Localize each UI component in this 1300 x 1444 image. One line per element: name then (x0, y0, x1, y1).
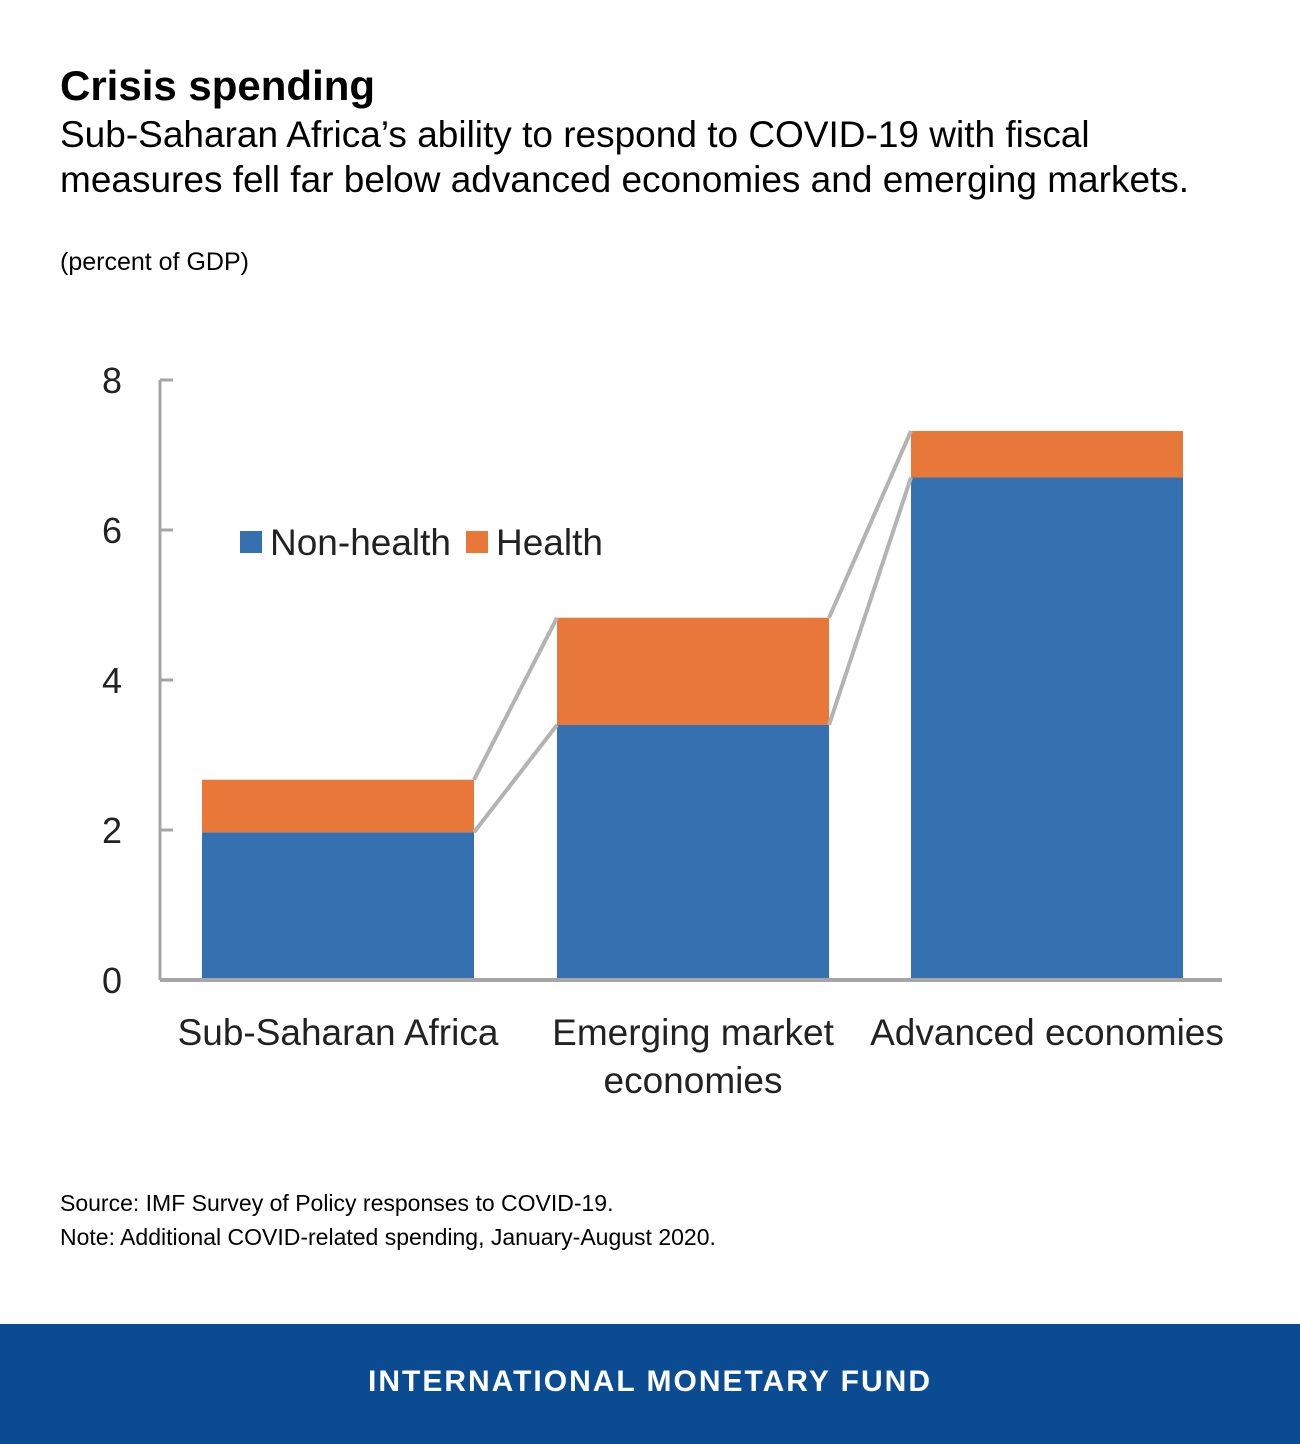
imf-brand-label: INTERNATIONAL MONETARY FUND (368, 1365, 932, 1398)
source-note: Source: IMF Survey of Policy responses t… (60, 1190, 614, 1216)
bar-health-1 (202, 779, 474, 833)
y-tick-label: 0 (102, 960, 122, 1001)
connector-line (472, 616, 559, 781)
y-tick-label: 6 (102, 510, 122, 551)
units-label: (percent of GDP) (60, 248, 249, 276)
bar-non-health-1 (202, 832, 474, 980)
bar-health-2 (557, 617, 829, 725)
x-category-label: Sub-Saharan Africa (178, 1012, 499, 1053)
stacked-bar-chart: 0 2 4 6 8 Sub-Saharan Africa Emerging market ec… (102, 360, 1224, 1101)
legend-label-non-health: Non-health (270, 522, 451, 563)
y-tick-label: 8 (102, 360, 122, 401)
x-category-label: Advanced economies (870, 1012, 1224, 1053)
legend-label-health: Health (496, 522, 603, 563)
connector-line (472, 723, 559, 834)
x-category-label: Emerging market economies (552, 1012, 834, 1101)
footer-bar: INTERNATIONAL MONETARY FUND (0, 1324, 1300, 1444)
connector-line (827, 476, 913, 726)
bar-non-health-2 (557, 725, 829, 980)
y-tick-label: 4 (102, 660, 122, 701)
y-tick-label: 2 (102, 810, 122, 851)
chart-title: Crisis spending (60, 62, 376, 109)
connector-line (827, 430, 913, 619)
legend-swatch-non-health (240, 531, 262, 553)
chart-notes: Source: IMF Survey of Policy responses t… (60, 1186, 716, 1254)
footnote: Note: Additional COVID-related spending,… (60, 1224, 716, 1250)
bar-health-3 (911, 431, 1183, 478)
legend-swatch-health (466, 531, 488, 553)
chart-subtitle: Sub-Saharan Africa’s ability to respond … (60, 114, 1190, 200)
bar-non-health-3 (911, 477, 1183, 980)
